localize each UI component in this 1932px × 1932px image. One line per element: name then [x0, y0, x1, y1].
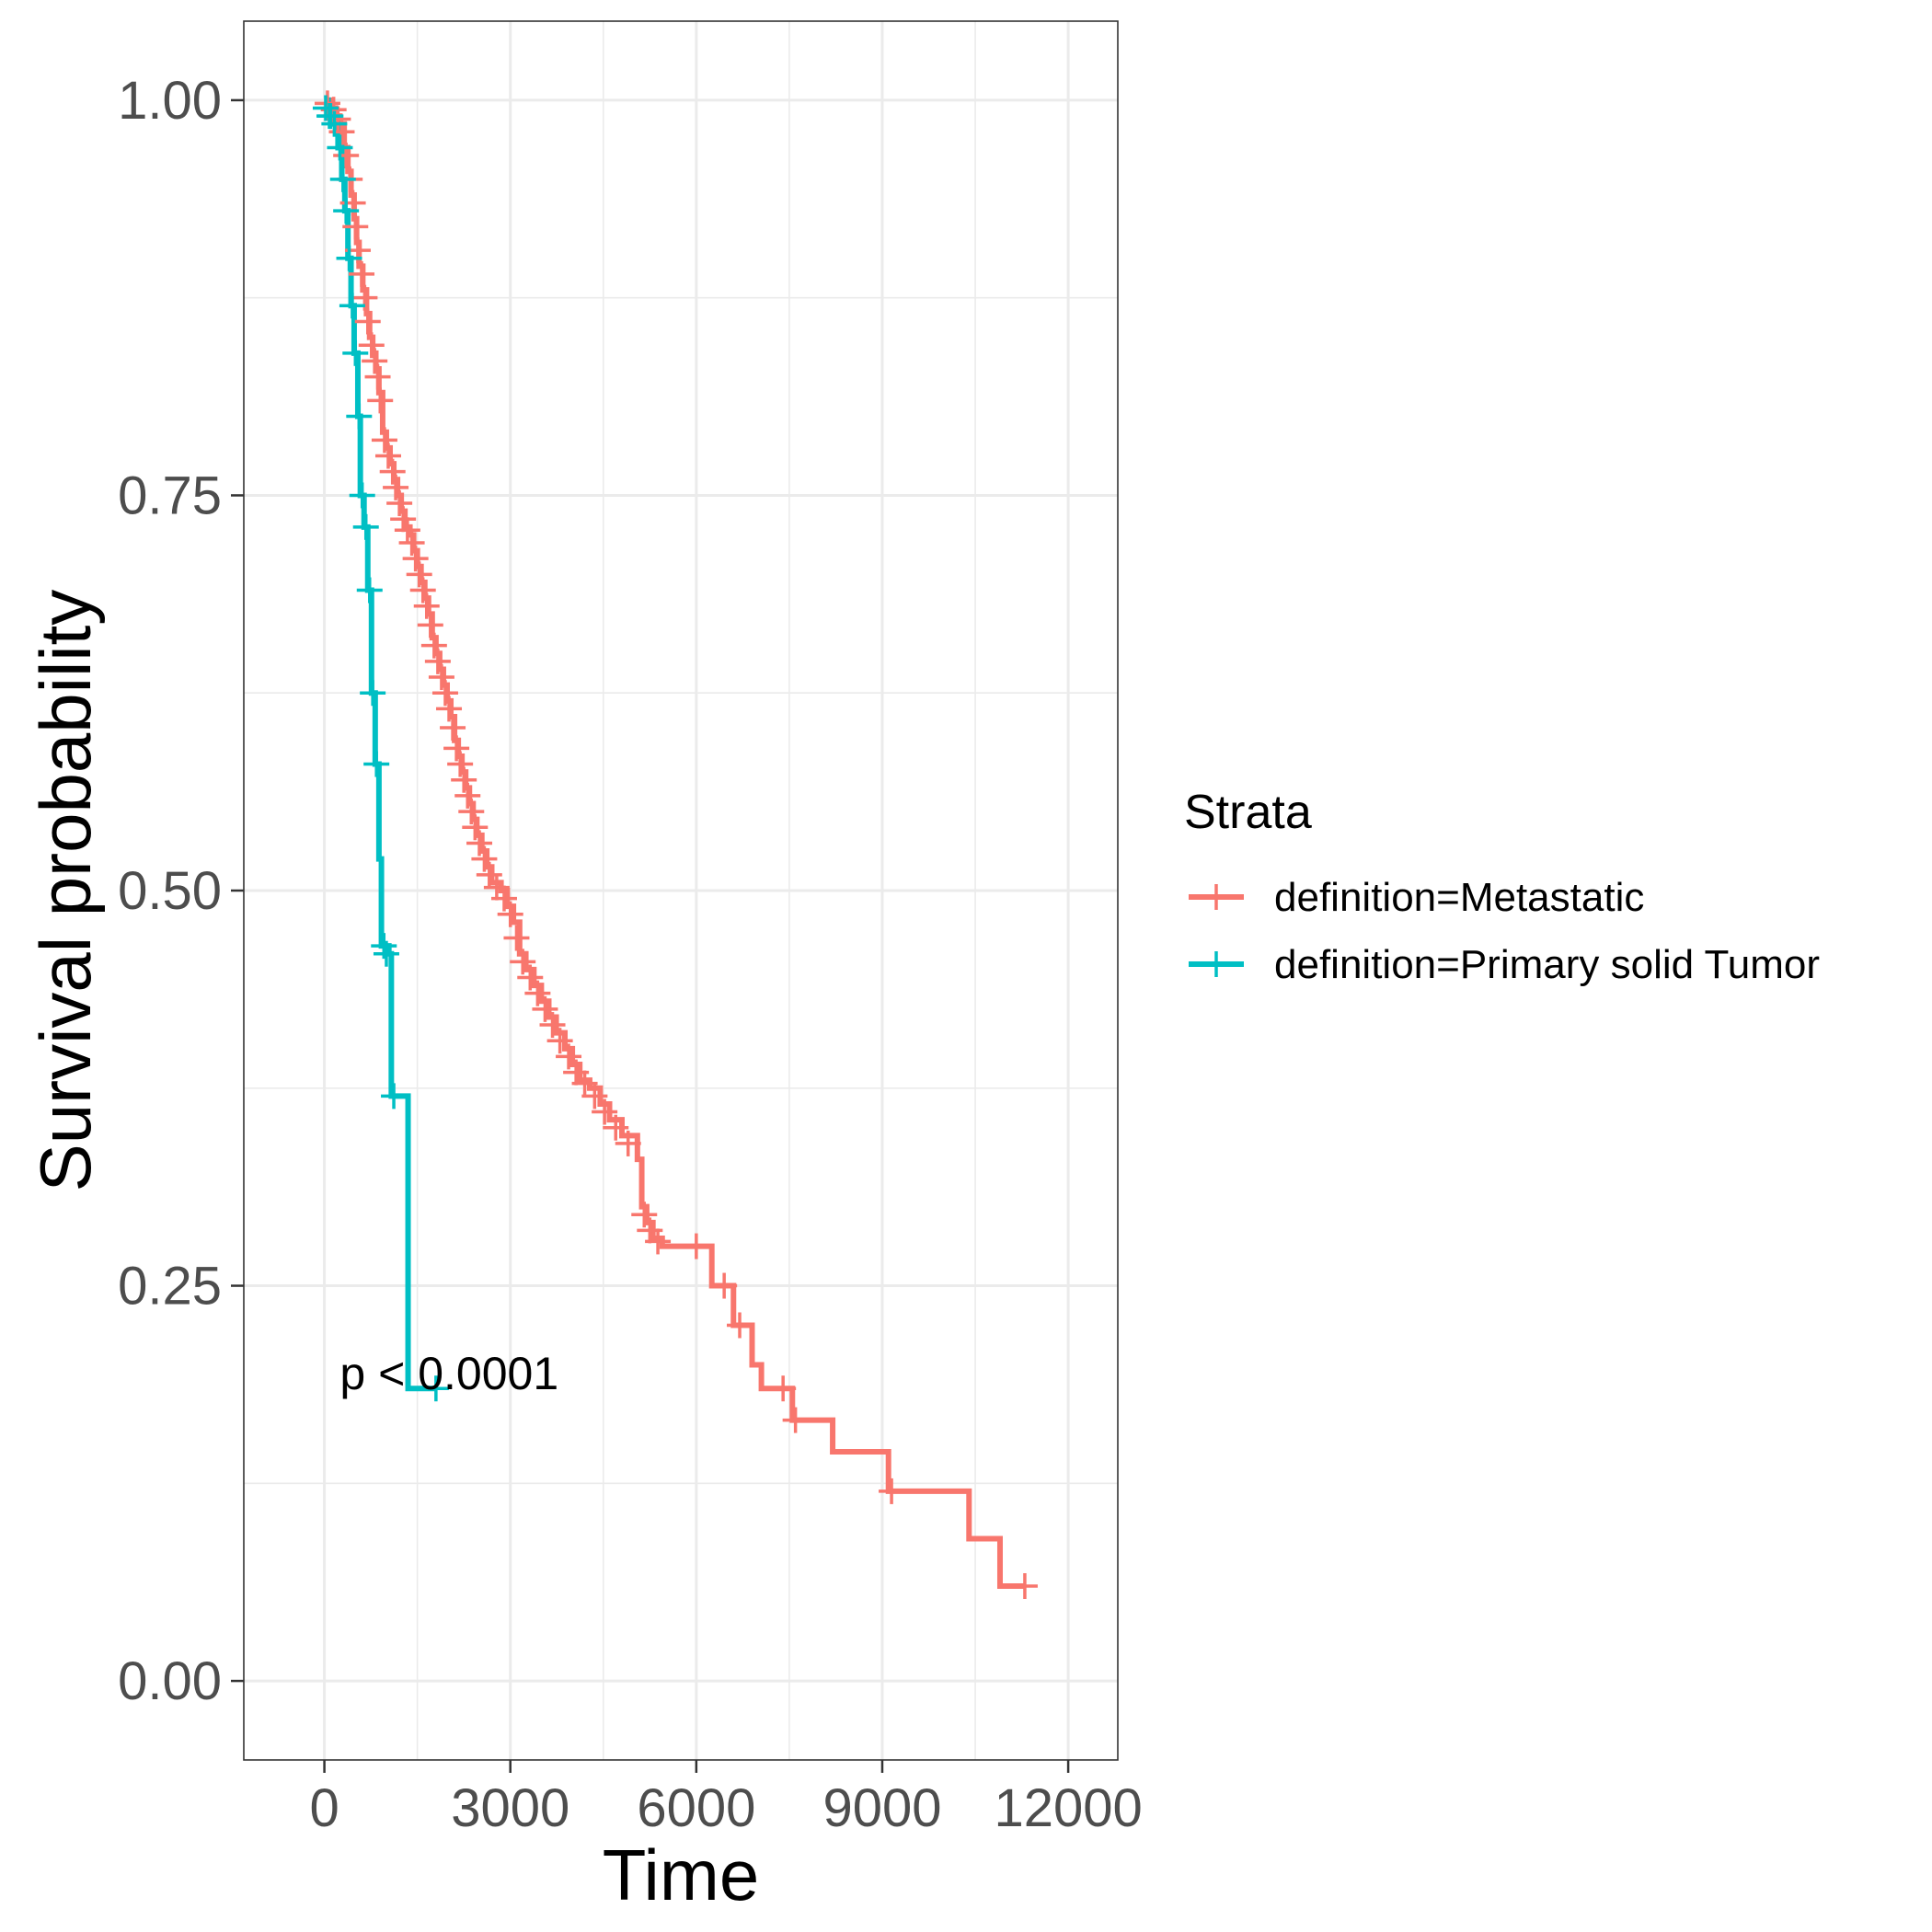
- censor-mark: [356, 577, 383, 604]
- censor-mark: [333, 198, 360, 224]
- censor-mark: [422, 1375, 449, 1402]
- plot-grid: [244, 21, 1118, 1760]
- censor-mark: [524, 980, 551, 1006]
- censor-mark: [374, 443, 401, 469]
- censor-mark: [420, 632, 447, 659]
- censor-mark: [329, 166, 356, 192]
- censor-mark: [373, 940, 399, 967]
- x-tick-label: 12000: [994, 1778, 1142, 1838]
- censor-mark: [390, 506, 417, 533]
- censor-mark: [360, 680, 386, 707]
- censor-mark: [539, 1012, 566, 1039]
- censor-mark: [371, 427, 397, 454]
- censor-mark: [440, 715, 466, 742]
- censor-mark: [386, 490, 413, 517]
- censor-mark: [342, 213, 369, 240]
- censor-mark: [417, 612, 443, 638]
- y-tick-label: 0.75: [118, 466, 222, 525]
- censor-mark: [346, 403, 373, 430]
- censor-mark: [349, 260, 375, 287]
- censor-mark: [336, 245, 362, 271]
- censor-mark: [603, 1114, 629, 1141]
- censor-mark: [879, 1478, 905, 1504]
- censor-mark: [363, 751, 390, 777]
- p-value-annotation: p < 0.0001: [339, 1348, 558, 1399]
- censor-mark: [314, 90, 340, 117]
- censor-mark: [532, 995, 558, 1022]
- y-tick-label: 0.50: [118, 861, 222, 921]
- censor-mark: [770, 1375, 797, 1402]
- censor-mark: [1011, 1573, 1038, 1599]
- censor-mark: [364, 363, 391, 390]
- censor-mark: [362, 348, 388, 374]
- x-axis-title: Time: [603, 1834, 759, 1915]
- censor-mark: [454, 782, 481, 809]
- censor-mark: [339, 293, 365, 319]
- censor-mark: [402, 546, 429, 572]
- censor-mark: [451, 766, 477, 793]
- x-tick-label: 6000: [637, 1778, 755, 1838]
- legend-item: definition=Primary solid Tumor: [1189, 942, 1820, 987]
- censor-mark: [782, 1407, 809, 1433]
- censor-mark: [497, 901, 523, 927]
- censor-mark: [447, 751, 474, 777]
- censor-mark: [615, 1130, 641, 1156]
- censor-mark: [727, 1312, 753, 1339]
- censor-mark: [413, 592, 440, 619]
- censor-mark: [321, 110, 348, 137]
- censor-marks: [312, 90, 1038, 1599]
- censor-mark: [546, 1028, 573, 1054]
- censor-mark: [354, 308, 381, 335]
- censor-mark: [592, 1098, 618, 1125]
- censor-mark: [503, 925, 530, 951]
- censor-mark: [383, 474, 409, 500]
- censor-mark: [466, 830, 493, 857]
- censor-mark: [645, 1228, 672, 1255]
- censor-mark: [631, 1202, 658, 1228]
- censor-mark: [517, 964, 544, 991]
- censor-mark: [683, 1233, 709, 1259]
- censor-mark: [556, 1043, 582, 1070]
- legend-label: definition=Metastatic: [1274, 875, 1644, 920]
- x-tick-label: 3000: [451, 1778, 569, 1838]
- y-axis-title: Survival probability: [25, 590, 106, 1192]
- censor-mark: [406, 561, 432, 588]
- legend-title: Strata: [1184, 786, 1312, 839]
- x-tick-label: 9000: [822, 1778, 941, 1838]
- y-tick-label: 0.25: [118, 1257, 222, 1317]
- censor-mark: [349, 482, 375, 509]
- censor-mark: [581, 1083, 608, 1110]
- censor-mark: [424, 648, 451, 674]
- censor-mark: [458, 799, 485, 825]
- censor-mark: [327, 134, 353, 161]
- censor-mark: [398, 530, 425, 556]
- censor-mark: [409, 577, 436, 604]
- censor-mark: [490, 885, 517, 912]
- censor-mark: [428, 664, 454, 691]
- censor-mark: [367, 387, 394, 414]
- censor-mark: [711, 1272, 738, 1299]
- legend-label: definition=Primary solid Tumor: [1274, 942, 1820, 987]
- censor-mark: [431, 680, 458, 707]
- legend: Strata definition=Metastatic definition=P…: [1184, 786, 1820, 987]
- censor-mark: [379, 458, 406, 485]
- censor-mark: [352, 513, 379, 540]
- censor-mark: [443, 735, 470, 762]
- x-tick-label: 0: [309, 1778, 339, 1838]
- censor-mark: [381, 1083, 408, 1110]
- legend-item: definition=Metastatic: [1189, 875, 1644, 920]
- censor-mark: [462, 814, 489, 841]
- censor-mark: [471, 845, 498, 872]
- censor-mark: [510, 949, 536, 975]
- y-tick-label: 1.00: [118, 71, 222, 131]
- censor-mark: [342, 339, 369, 366]
- censor-mark: [394, 517, 420, 544]
- censor-mark: [436, 696, 463, 722]
- censor-mark: [358, 332, 385, 359]
- axes: 0 3000 6000 9000 12000 0.00 0.25 0.50 0.75 1.00: [118, 71, 1143, 1838]
- y-tick-label: 0.00: [118, 1651, 222, 1711]
